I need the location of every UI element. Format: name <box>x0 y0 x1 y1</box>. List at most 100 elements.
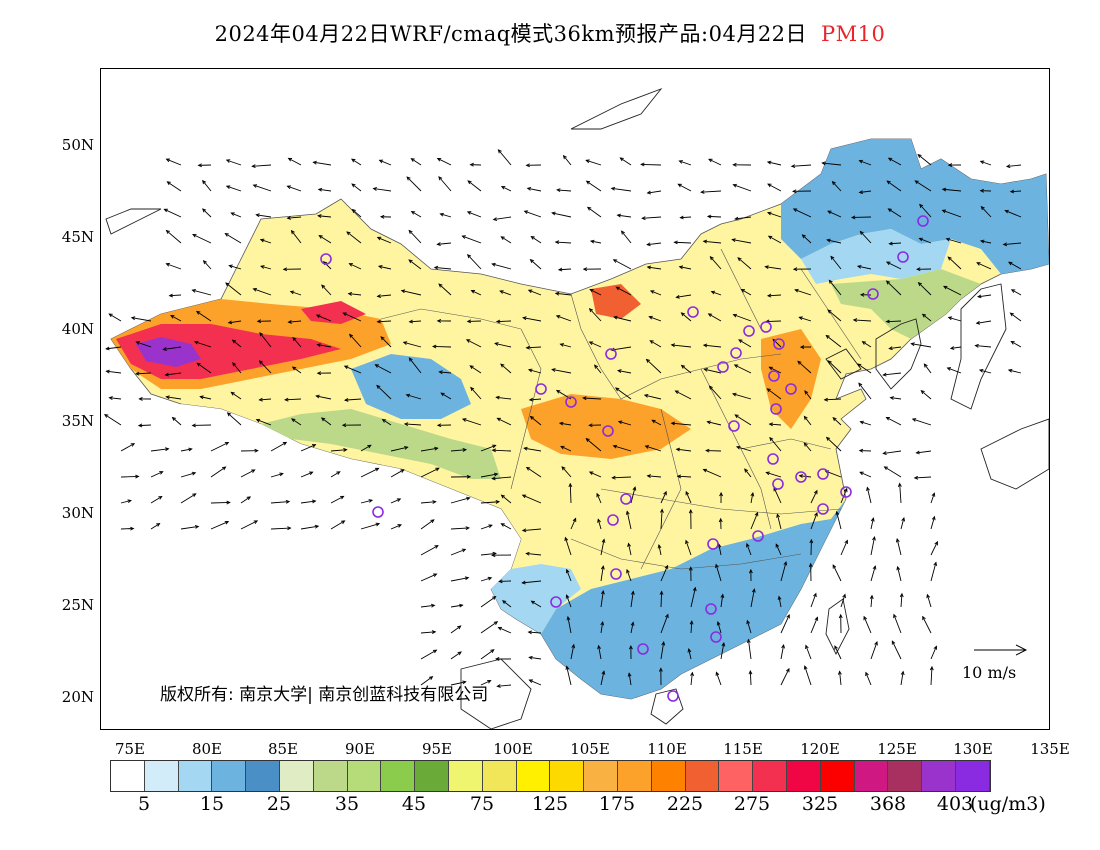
wind-arrow <box>766 211 782 218</box>
wind-arrow <box>646 242 662 247</box>
wind-arrow <box>197 163 212 168</box>
wind-arrow <box>138 397 152 401</box>
wind-arrow <box>640 162 662 167</box>
colorbar-cell <box>516 761 551 791</box>
wind-arrow <box>827 210 842 218</box>
colorbar-cell <box>111 761 145 791</box>
wind-arrow <box>420 603 436 608</box>
wind-arrow <box>834 645 842 660</box>
wind-arrow <box>525 466 542 478</box>
wind-arrow <box>746 619 752 634</box>
wind-arrow <box>469 365 482 374</box>
wind-arrow <box>360 467 380 478</box>
wind-arrow <box>769 436 782 452</box>
wind-arrow <box>720 593 725 608</box>
tarim-purple-core <box>136 337 201 367</box>
lat-label-45n: 45N <box>61 228 94 246</box>
wind-arrow <box>348 263 362 270</box>
wind-arrow <box>589 289 602 296</box>
city-marker-icon <box>705 603 717 615</box>
wind-arrow <box>492 216 512 222</box>
wind-arrow <box>832 564 842 582</box>
wind-arrow <box>565 568 572 582</box>
wind-arrow <box>521 580 542 585</box>
wind-arrow <box>974 343 992 348</box>
city-marker-icon <box>707 538 719 550</box>
wind-arrow <box>688 509 693 530</box>
wind-arrow <box>882 372 902 377</box>
wind-arrow <box>805 644 812 660</box>
wind-arrow <box>660 613 669 634</box>
lon-label-85e: 85E <box>267 740 299 758</box>
wind-arrow <box>610 186 632 192</box>
wind-arrow <box>450 474 472 479</box>
wind-arrow <box>893 613 902 634</box>
colorbar-tick-125: 125 <box>531 793 569 815</box>
wind-arrow <box>915 450 932 455</box>
wind-arrow <box>150 495 163 504</box>
wind-arrow <box>291 366 302 374</box>
wind-arrow <box>823 397 842 402</box>
wind-arrow <box>744 468 752 478</box>
wind-arrow <box>529 258 542 270</box>
wind-arrow <box>170 315 182 322</box>
wind-arrow <box>930 515 936 530</box>
wind-arrow <box>180 524 200 530</box>
colorbar-cell <box>347 761 382 791</box>
wind-arrow <box>858 448 872 453</box>
wind-arrow <box>832 417 842 426</box>
province-borders <box>380 248 862 570</box>
wind-arrow <box>673 240 692 245</box>
wind-arrow <box>420 630 437 634</box>
tibet-clean-region <box>181 404 521 589</box>
wind-arrow <box>630 590 635 608</box>
wind-arrow <box>685 539 692 556</box>
wind-arrow <box>810 616 819 634</box>
wind-arrow <box>346 231 362 244</box>
city-marker-icon <box>760 321 772 333</box>
wind-arrow <box>420 573 438 582</box>
wind-arrow <box>120 443 136 452</box>
wind-arrow <box>450 603 464 608</box>
wind-arrow <box>330 447 348 452</box>
wind-arrow <box>1002 242 1022 247</box>
colorbar-cell <box>448 761 483 791</box>
yunnan-light-region <box>491 564 581 634</box>
wind-arrow <box>499 290 512 296</box>
wind-arrow <box>900 517 906 530</box>
wind-arrow <box>732 313 752 322</box>
wind-arrow <box>500 186 512 192</box>
wind-arrow <box>210 442 230 452</box>
wind-arrow <box>466 211 482 218</box>
wind-arrow <box>859 292 872 297</box>
wind-arrow <box>718 517 723 530</box>
colorbar-cell <box>313 761 348 791</box>
wind-arrow <box>120 474 140 479</box>
wind-vectors <box>104 149 1022 688</box>
wind-arrow <box>719 491 723 504</box>
wind-arrow <box>619 157 632 166</box>
wind-arrow <box>856 363 872 374</box>
wind-arrow <box>436 157 452 166</box>
wind-arrow <box>920 390 932 400</box>
wind-arrow <box>585 437 602 452</box>
wind-arrow <box>865 671 872 686</box>
wind-arrow <box>869 594 874 608</box>
wind-arrow <box>670 343 692 348</box>
wind-arrow <box>810 592 817 608</box>
wind-arrow <box>566 615 572 634</box>
wind-arrow <box>680 364 692 374</box>
map-panel <box>100 68 1050 730</box>
wind-arrow <box>420 519 435 530</box>
wind-arrow <box>105 346 122 351</box>
wind-arrow <box>225 282 242 296</box>
wind-arrow <box>600 538 606 556</box>
wind-arrow <box>675 294 692 299</box>
wind-arrow <box>436 319 452 323</box>
wind-arrow <box>679 215 692 220</box>
wind-arrow <box>410 158 422 166</box>
wind-arrow <box>930 540 938 556</box>
wind-arrow <box>403 422 422 427</box>
wind-arrow <box>349 333 362 348</box>
wind-arrow <box>611 475 632 480</box>
